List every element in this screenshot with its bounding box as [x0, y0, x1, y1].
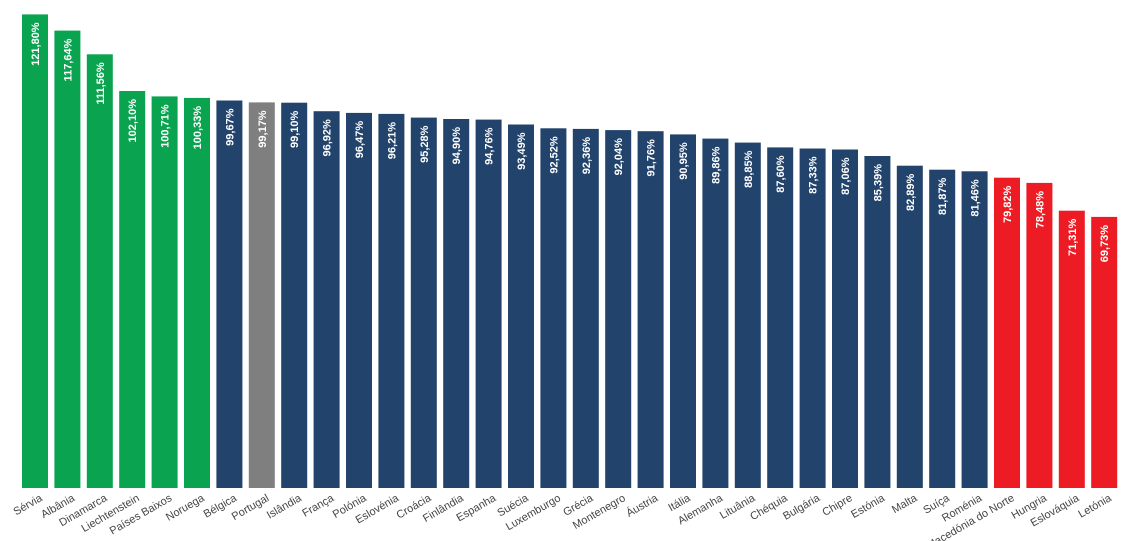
value-label-12: 96,21%	[386, 122, 398, 160]
value-label-24: 87,60%	[775, 155, 787, 193]
value-label-15: 94,76%	[484, 127, 496, 165]
category-label-8: Portugal	[230, 492, 271, 523]
value-label-32: 78,48%	[1034, 191, 1046, 229]
value-label-22: 89,86%	[710, 146, 722, 184]
value-label-1: 121,80%	[30, 22, 42, 66]
bar-7	[216, 100, 243, 488]
value-label-33: 71,31%	[1067, 218, 1079, 256]
bar-24	[767, 147, 794, 488]
bar-30	[961, 171, 988, 489]
value-label-17: 92,52%	[548, 136, 560, 174]
value-label-13: 95,28%	[419, 125, 431, 163]
bar-6	[184, 97, 210, 489]
bar-27	[864, 156, 891, 488]
bar-11	[346, 112, 372, 489]
value-label-28: 82,89%	[905, 173, 917, 211]
value-label-18: 92,36%	[581, 137, 593, 175]
bar-14	[443, 119, 470, 488]
value-label-7: 99,67%	[224, 108, 236, 146]
value-label-16: 93,49%	[516, 132, 528, 170]
value-label-10: 96,92%	[322, 119, 334, 157]
value-label-6: 100,33%	[192, 106, 204, 150]
value-label-21: 90,95%	[678, 142, 690, 180]
bar-8	[248, 102, 275, 489]
value-labels-layer: 121,80% 117,64% 111,56% 102,10% 100,71% 100,3…	[30, 22, 1111, 262]
value-label-8: 99,17%	[257, 110, 269, 148]
value-label-23: 88,85%	[743, 150, 755, 188]
bar-26	[832, 149, 858, 488]
bar-17	[540, 128, 567, 489]
value-label-31: 79,82%	[1002, 185, 1014, 223]
value-label-30: 81,46%	[970, 179, 982, 217]
bar-12	[378, 113, 405, 489]
value-label-26: 87,06%	[840, 157, 852, 195]
bar-32	[1026, 182, 1053, 488]
category-label-25: Bulgária	[781, 492, 823, 523]
category-labels-layer: SérviaAlbâniaDinamarcaLiechtensteinPaíse…	[11, 491, 1114, 541]
value-label-29: 81,87%	[937, 177, 949, 215]
bar-13	[410, 117, 437, 488]
bar-3	[86, 54, 113, 489]
value-label-27: 85,39%	[872, 164, 884, 202]
value-label-25: 87,33%	[808, 156, 820, 194]
bar-23	[734, 142, 761, 488]
bar-1	[22, 14, 48, 489]
value-label-19: 92,04%	[613, 138, 625, 176]
value-label-2: 117,64%	[62, 38, 74, 81]
bar-28	[896, 165, 923, 488]
bar-25	[799, 148, 826, 488]
bar-5	[151, 96, 178, 489]
bar-31	[994, 177, 1020, 488]
value-label-34: 69,73%	[1099, 225, 1111, 263]
bar-4	[119, 91, 146, 488]
bar-34	[1091, 216, 1118, 488]
category-label-27: Estónia	[849, 492, 888, 521]
bar-20	[637, 131, 664, 488]
value-label-20: 91,76%	[646, 139, 658, 177]
value-label-5: 100,71%	[160, 104, 172, 148]
bar-22	[702, 138, 729, 488]
bar-21	[670, 134, 696, 488]
bar-18	[572, 128, 599, 488]
bars-layer	[22, 14, 1118, 489]
bar-10	[313, 111, 340, 488]
value-label-3: 111,56%	[95, 62, 107, 104]
bar-33	[1058, 210, 1085, 488]
bar-29	[929, 169, 956, 488]
category-label-28: Malta	[890, 492, 920, 516]
bar-2	[54, 30, 81, 488]
category-label-26: Chipre	[820, 492, 854, 519]
value-label-4: 102,10%	[127, 99, 139, 143]
category-label-9: Islândia	[265, 492, 305, 522]
value-label-9: 99,10%	[289, 110, 301, 148]
category-label-10: França	[300, 492, 336, 520]
bar-9	[281, 102, 308, 488]
value-label-11: 96,47%	[354, 121, 366, 159]
bar-19	[605, 130, 632, 488]
bar-15	[475, 119, 502, 488]
category-label-20: Áustria	[624, 491, 661, 520]
category-label-34: Letónia	[1076, 492, 1114, 521]
bar-16	[508, 124, 534, 488]
value-label-14: 94,90%	[451, 127, 463, 165]
